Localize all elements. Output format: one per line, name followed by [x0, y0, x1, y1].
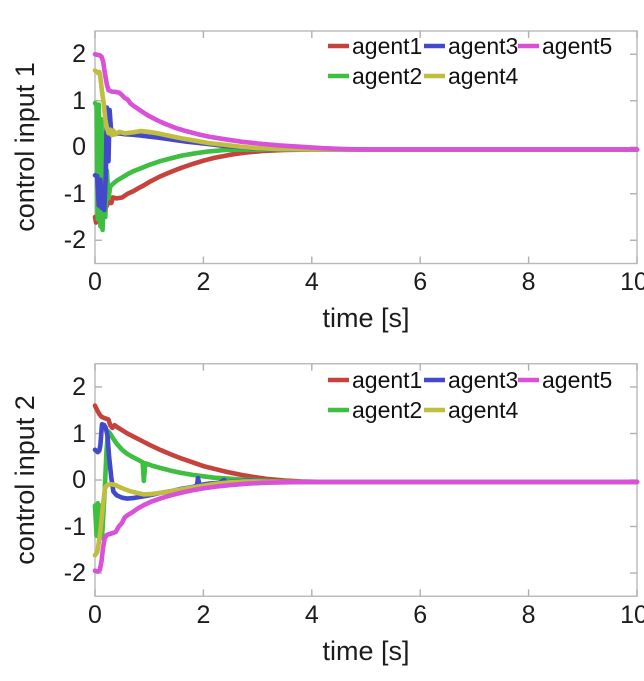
x-axis-label: time [s]	[322, 303, 409, 333]
x-tick-label: 4	[305, 268, 319, 296]
legend-label-agent4: agent4	[448, 397, 519, 423]
data-curves	[92, 51, 640, 233]
legend-label-agent1: agent1	[352, 367, 422, 393]
legend-label-agent5: agent5	[542, 367, 612, 393]
y-tick-label: 2	[72, 40, 86, 68]
curve-agent2	[92, 100, 640, 233]
x-tick-label: 2	[196, 601, 210, 629]
legend-label-agent2: agent2	[352, 63, 422, 89]
curve-agent1	[92, 147, 640, 225]
curve-agent2	[92, 428, 640, 541]
x-tick-label: 6	[413, 268, 427, 296]
y-tick-label: 0	[72, 133, 86, 161]
x-axis-label: time [s]	[322, 636, 409, 666]
y-tick-label: 1	[72, 420, 86, 448]
legend-label-agent5: agent5	[542, 33, 612, 59]
curve-agent5	[92, 479, 640, 574]
curve-agent5	[92, 51, 640, 152]
x-tick-label: 2	[196, 268, 210, 296]
y-tick-label: 2	[72, 373, 86, 401]
curve-agent4	[92, 479, 640, 558]
y-tick-label: 1	[72, 87, 86, 115]
legend-label-agent1: agent1	[352, 33, 422, 59]
y-tick-label: -2	[64, 559, 86, 587]
x-tick-label: 10	[620, 601, 644, 629]
control-input-2-chart: 2 1 0 -1 -2 0 2 4 6 8 10 time [s] contro…	[10, 363, 644, 666]
legend-label-agent3: agent3	[448, 367, 518, 393]
control-input-1-chart: 2 1 0 -1 -2 0 2 4 6 8 10 time [s] contro…	[10, 30, 644, 333]
y-tick-label: -1	[64, 180, 86, 208]
legend: agent1 agent2 agent3 agent4 agent5	[328, 33, 612, 89]
x-tick-label: 4	[305, 601, 319, 629]
data-curves	[92, 403, 640, 574]
legend-label-agent4: agent4	[448, 63, 519, 89]
curve-agent3	[92, 421, 640, 501]
legend: agent1 agent2 agent3 agent4 agent5	[328, 367, 612, 423]
y-axis-label: control input 2	[10, 395, 40, 565]
legend-label-agent3: agent3	[448, 33, 518, 59]
x-tick-label: 6	[413, 601, 427, 629]
curve-agent4	[92, 68, 640, 152]
y-axis-label: control input 1	[10, 62, 40, 232]
y-tick-label: -2	[64, 226, 86, 254]
x-tick-label: 0	[88, 268, 102, 296]
y-tick-label: -1	[64, 513, 86, 541]
x-tick-label: 8	[522, 601, 536, 629]
curve-agent1	[92, 403, 640, 485]
x-tick-label: 0	[88, 601, 102, 629]
y-tick-label: 0	[72, 466, 86, 494]
legend-label-agent2: agent2	[352, 397, 422, 423]
x-tick-label: 8	[522, 268, 536, 296]
x-tick-label: 10	[620, 268, 644, 296]
